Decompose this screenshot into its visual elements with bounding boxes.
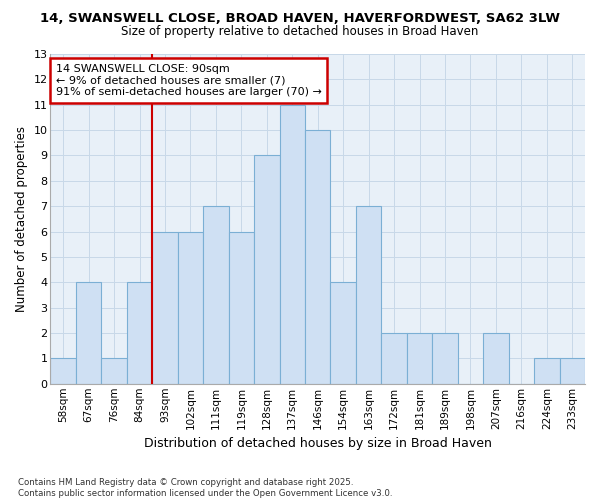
Bar [127,282,152,384]
Bar [560,358,585,384]
Bar [432,333,458,384]
Bar [534,358,560,384]
Bar [50,358,76,384]
Bar [305,130,331,384]
Text: Contains HM Land Registry data © Crown copyright and database right 2025.
Contai: Contains HM Land Registry data © Crown c… [18,478,392,498]
Bar [331,282,356,384]
Bar [203,206,229,384]
Bar [76,282,101,384]
Bar [101,358,127,384]
Bar [407,333,432,384]
Bar [254,156,280,384]
Bar [382,333,407,384]
Bar [178,232,203,384]
Bar [356,206,382,384]
Bar [152,232,178,384]
Bar [229,232,254,384]
Text: 14, SWANSWELL CLOSE, BROAD HAVEN, HAVERFORDWEST, SA62 3LW: 14, SWANSWELL CLOSE, BROAD HAVEN, HAVERF… [40,12,560,26]
Y-axis label: Number of detached properties: Number of detached properties [15,126,28,312]
Bar [483,333,509,384]
Bar [280,104,305,384]
X-axis label: Distribution of detached houses by size in Broad Haven: Distribution of detached houses by size … [144,437,491,450]
Text: Size of property relative to detached houses in Broad Haven: Size of property relative to detached ho… [121,25,479,38]
Text: 14 SWANSWELL CLOSE: 90sqm
← 9% of detached houses are smaller (7)
91% of semi-de: 14 SWANSWELL CLOSE: 90sqm ← 9% of detach… [56,64,322,97]
